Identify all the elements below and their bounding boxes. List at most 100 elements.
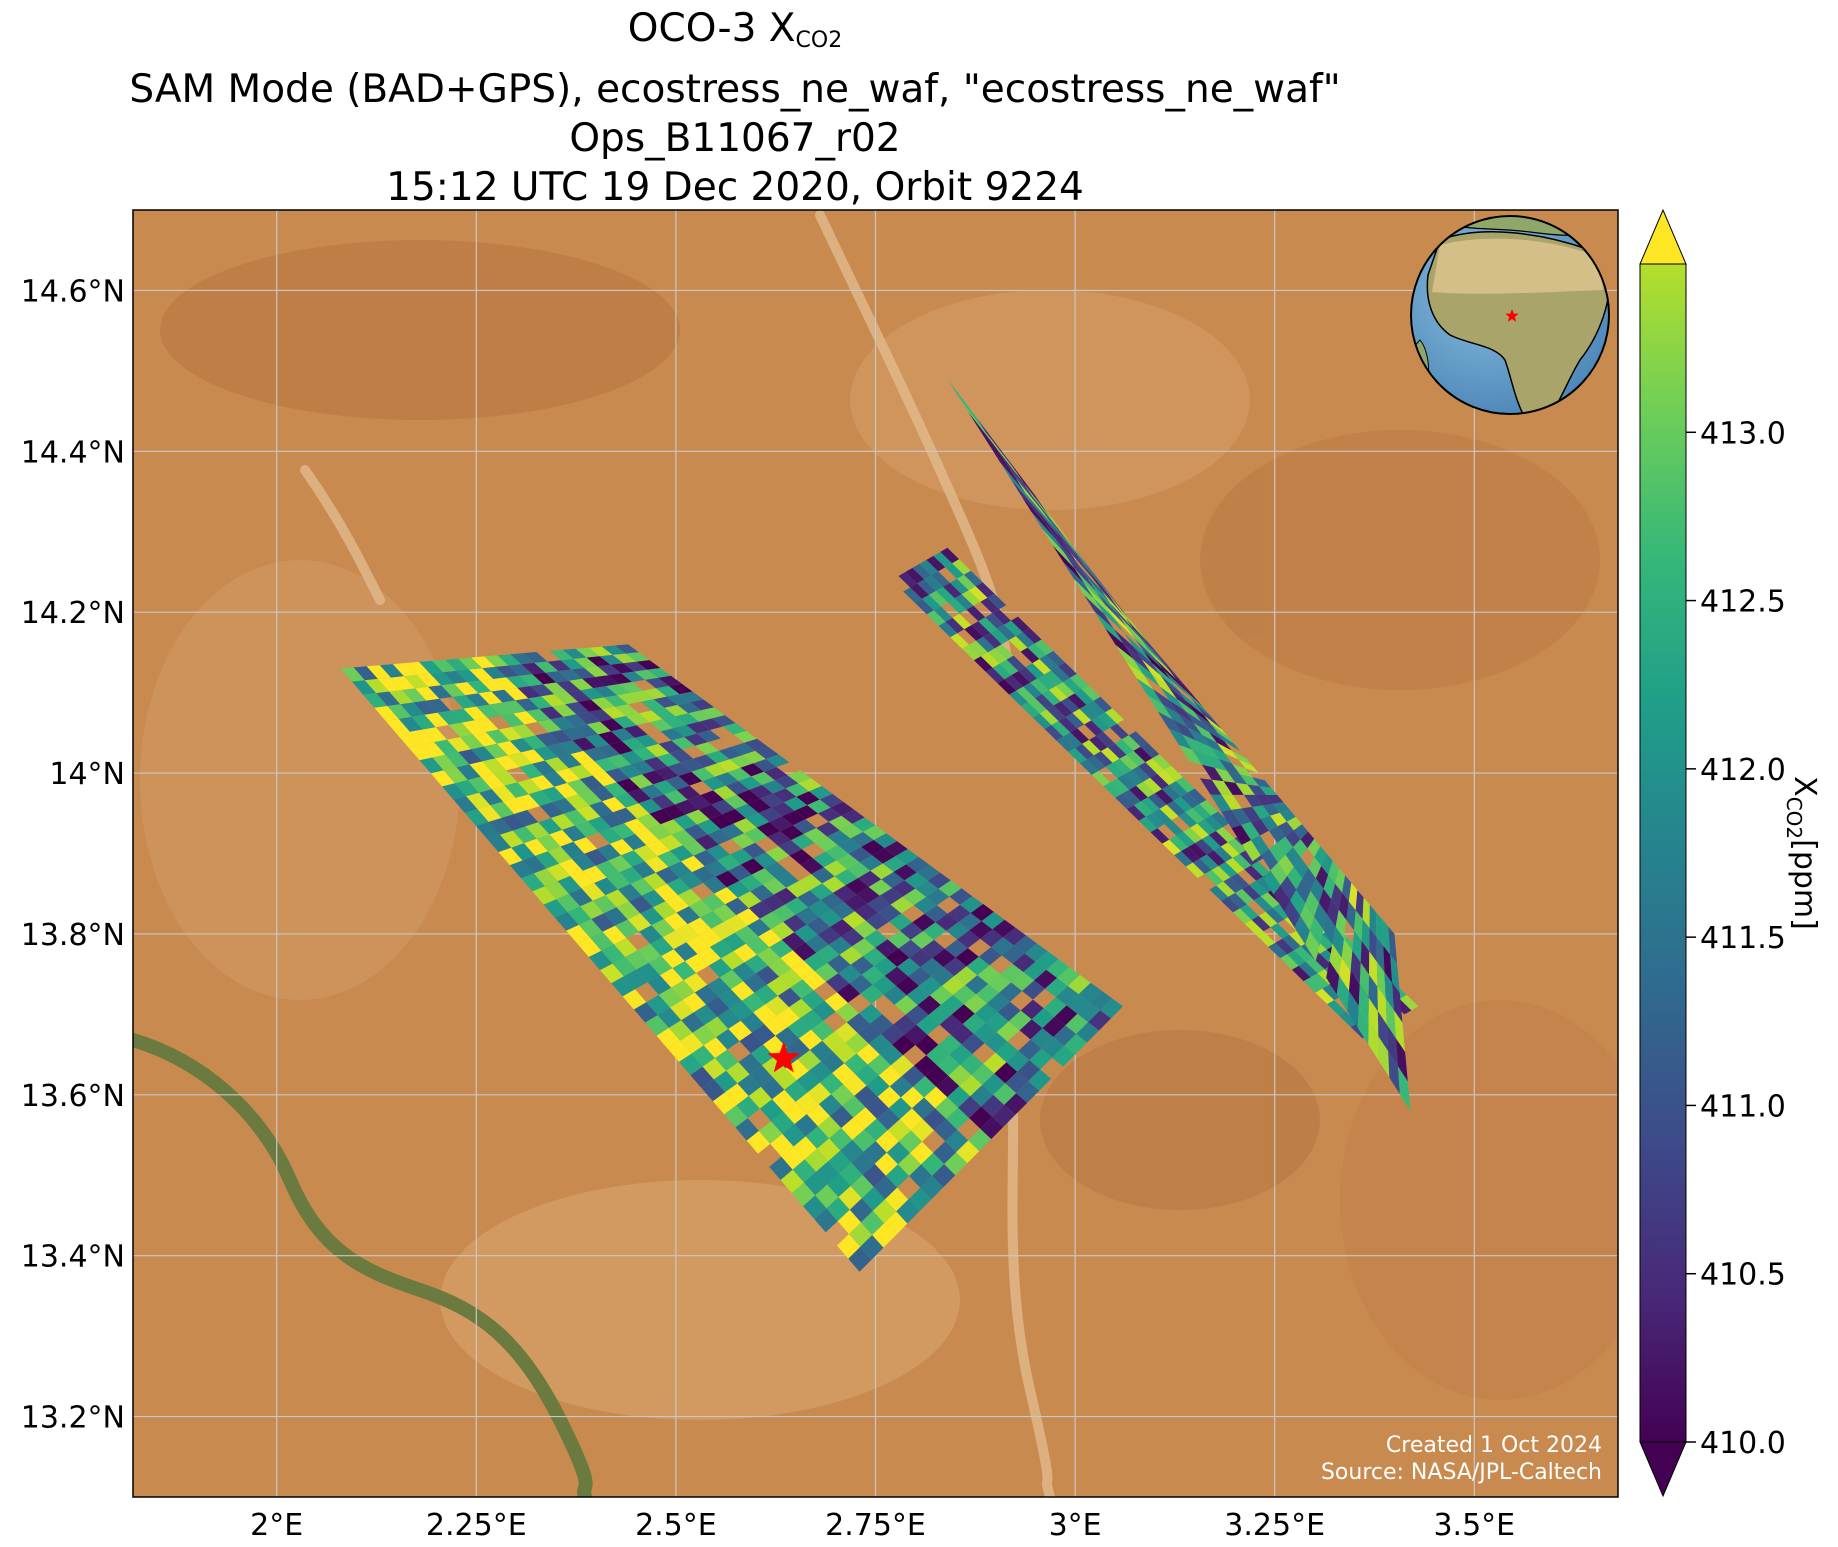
sounding-cell — [1218, 759, 1240, 775]
sounding-cell — [374, 706, 399, 721]
sounding-cell — [654, 883, 678, 902]
sounding-cell — [1284, 900, 1300, 928]
sounding-cell — [762, 1056, 786, 1078]
sounding-cell — [1262, 803, 1280, 816]
sounding-cell — [1282, 934, 1301, 951]
sounding-cell — [1199, 778, 1222, 795]
colorbar-gradient — [1639, 263, 1687, 1443]
sounding-cell — [796, 1070, 820, 1093]
sounding-cell — [872, 848, 896, 864]
sounding-cell — [1321, 853, 1333, 875]
sounding-cell — [772, 904, 796, 922]
sounding-cell — [791, 834, 815, 850]
sounding-cell — [1396, 1038, 1408, 1082]
sounding-cell — [1346, 901, 1356, 931]
sounding-cell — [1076, 555, 1111, 597]
sounding-cell — [1088, 1010, 1111, 1031]
sounding-cell — [1042, 528, 1075, 569]
sounding-cell — [1043, 997, 1067, 1017]
sounding-cell — [978, 617, 998, 633]
sounding-cell — [387, 704, 412, 719]
sounding-cell — [1042, 1016, 1066, 1037]
sounding-cell — [506, 675, 531, 688]
sounding-cell — [1070, 728, 1090, 744]
sounding-cell — [583, 865, 607, 883]
sounding-cell — [990, 628, 1009, 645]
sounding-cell — [633, 1002, 658, 1023]
sounding-cell — [1031, 512, 1065, 554]
sounding-cell — [1242, 840, 1261, 862]
sounding-cell — [681, 1012, 705, 1033]
sounding-cell — [1025, 663, 1045, 679]
sounding-cell — [1244, 919, 1264, 936]
sounding-cell — [1186, 701, 1211, 724]
sounding-cell — [675, 713, 700, 725]
sounding-cell — [1072, 708, 1092, 725]
sounding-cell — [816, 944, 840, 963]
sounding-cell — [786, 1038, 810, 1060]
sounding-cell — [968, 412, 1006, 463]
sounding-cell — [872, 975, 896, 995]
sounding-cell — [873, 1199, 897, 1224]
sounding-cell — [832, 1063, 856, 1085]
sounding-cell — [787, 1018, 812, 1039]
sounding-cell — [760, 1077, 785, 1100]
colorbar-tick-label: 412.0 — [1700, 753, 1786, 788]
sounding-cell — [1066, 994, 1090, 1014]
sounding-cell — [670, 1000, 694, 1021]
sounding-cell — [971, 621, 991, 637]
sounding-cell — [1199, 800, 1219, 816]
sounding-cell — [915, 880, 939, 897]
sounding-cell — [1221, 809, 1242, 829]
title-line-2: SAM Mode (BAD+GPS), ecostress_ne_waf, "e… — [129, 67, 1341, 112]
sounding-cell — [864, 1118, 888, 1141]
sounding-cell — [818, 1094, 843, 1117]
sounding-cell — [973, 656, 993, 672]
sounding-cell — [739, 874, 763, 892]
sounding-cell — [1035, 694, 1054, 710]
sounding-cell — [921, 1152, 945, 1176]
sounding-cell — [1174, 851, 1193, 867]
sounding-cell — [1093, 696, 1113, 713]
sounding-cell — [623, 969, 648, 990]
sounding-cell — [1182, 734, 1206, 755]
lat-tick-label: 13.6°N — [21, 1079, 125, 1114]
sounding-cell — [1054, 1005, 1078, 1026]
sounding-cell — [882, 856, 907, 872]
sounding-cell — [1133, 746, 1153, 763]
sounding-cell — [853, 1107, 877, 1130]
sounding-cell — [924, 575, 943, 591]
colorbar-tick-label: 412.5 — [1700, 585, 1786, 620]
sounding-cell — [691, 1045, 715, 1067]
sounding-cell — [1126, 750, 1146, 767]
sounding-cell — [559, 858, 583, 876]
sounding-cell — [893, 864, 917, 881]
xco2-soundings — [340, 378, 1419, 1272]
sounding-cell — [1112, 758, 1132, 775]
sounding-cell — [724, 1105, 748, 1128]
sounding-cell — [397, 731, 422, 748]
sounding-cell — [747, 798, 772, 813]
sounding-cell — [1387, 1024, 1398, 1067]
sounding-cell — [541, 786, 566, 803]
sounding-cell — [764, 1015, 788, 1036]
sounding-cell — [956, 1140, 980, 1164]
sounding-cell — [640, 784, 665, 799]
sounding-cell — [633, 747, 657, 761]
sounding-cell — [818, 807, 842, 822]
sounding-cell — [1046, 705, 1066, 721]
sounding-cell — [899, 922, 924, 940]
sounding-cell — [402, 688, 427, 703]
sounding-cell — [886, 948, 910, 967]
sounding-cell — [455, 780, 480, 797]
sounding-cell — [725, 781, 750, 795]
sounding-cell — [680, 1032, 704, 1054]
sounding-cell — [722, 932, 746, 952]
sounding-cell — [801, 990, 825, 1010]
sounding-cell — [1129, 785, 1148, 802]
sounding-cell — [923, 1108, 947, 1131]
sounding-cell — [794, 1114, 818, 1137]
sounding-cell — [578, 699, 603, 712]
sounding-cell — [419, 757, 444, 774]
colorbar: 410.0 410.5 411.0 411.5 412.0 412.5 413.0 XCO2… — [1639, 208, 1822, 1498]
